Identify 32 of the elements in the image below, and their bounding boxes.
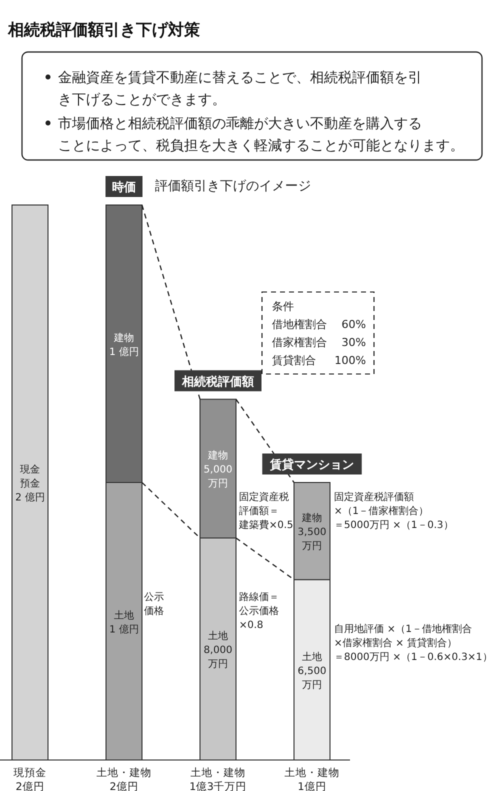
annotation: 評価額＝ [239, 505, 279, 517]
text: 金融資産を賃貸不動産に替えることで、相続税評価額を引き下げることができます。 [58, 70, 422, 108]
data-label: 土地1 億円 [109, 609, 139, 636]
text: 賃貸割合 100% [272, 354, 366, 367]
data-label: 建物3,500万円 [298, 512, 326, 552]
annotation: 価格 [144, 605, 164, 617]
annotation: 路線価＝ [239, 591, 279, 603]
chart-subtitle: 評価額引き下げのイメージ [155, 179, 311, 194]
annotation: ×0.8 [239, 620, 264, 631]
annotation: ＝8000万円 ×（1－0.6×0.3×1） [334, 652, 492, 663]
data-label: 現金預金2 億円 [15, 464, 45, 504]
data-label: 建物1 億円 [109, 332, 139, 358]
text: 市場価格と相続税評価額の乖離が大きい不動産を購入することによって、税負担を大きく軽減することが可能となります。 [58, 116, 464, 154]
annotation: ＝5000万円 ×（1－0.3） [334, 520, 454, 531]
annotation: 固定資産税評価額 [334, 491, 414, 503]
annotation: 自用地評価 ×（1－借地権割合 [334, 623, 472, 635]
annotation: 建築費×0.5 [238, 519, 294, 531]
annotation: ×借家権割合 × 賃貸割合） [334, 637, 458, 649]
data-label: 土地8,000万円 [204, 630, 232, 670]
chart-title: 相続税評価額引き下げ対策 [7, 20, 200, 39]
text: 時価 [112, 180, 136, 194]
annotation: 賃貸マンション [269, 458, 354, 472]
text: 借地権割合 60% [272, 318, 366, 331]
annotation: 相続税評価額 [181, 374, 254, 388]
annotation: 公示 [144, 591, 164, 603]
text: 借家権割合 30% [272, 336, 366, 349]
annotation: 固定資産税 [239, 491, 289, 503]
data-label: 土地6,500万円 [298, 650, 326, 691]
annotation: 条件 [272, 300, 294, 313]
annotation: 公示価格 [239, 605, 279, 617]
annotation: ×（1－借家権割合） [334, 505, 429, 517]
data-label: 建物5,000万円 [204, 450, 232, 490]
